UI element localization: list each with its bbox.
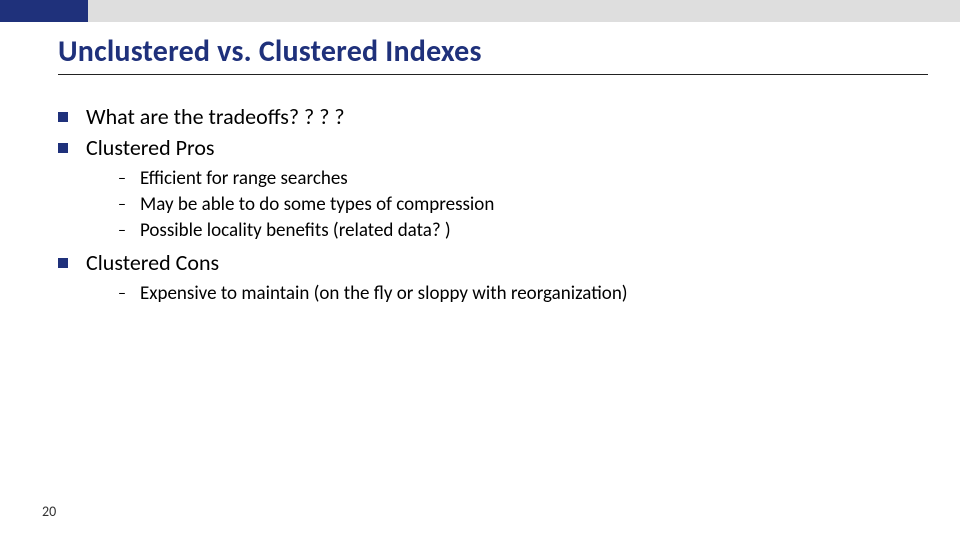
dash-bullet-icon: – <box>118 282 126 306</box>
slide: Unclustered vs. Clustered Indexes What a… <box>0 0 960 540</box>
bullet-list: What are the tradeoffs? ? ? ? Clustered … <box>58 103 902 161</box>
sub-bullet-item: – Possible locality benefits (related da… <box>118 219 902 243</box>
sub-bullet-text: Efficient for range searches <box>140 167 348 191</box>
sub-bullet-text: Expensive to maintain (on the fly or slo… <box>140 282 628 306</box>
sub-bullet-text: May be able to do some types of compress… <box>140 193 494 217</box>
top-bar <box>0 0 960 22</box>
dash-bullet-icon: – <box>118 219 126 243</box>
bullet-text: Clustered Pros <box>86 134 215 161</box>
content-area: What are the tradeoffs? ? ? ? Clustered … <box>58 103 902 312</box>
dash-bullet-icon: – <box>118 167 126 191</box>
bullet-text: Clustered Cons <box>86 249 219 276</box>
slide-title: Unclustered vs. Clustered Indexes <box>58 33 902 70</box>
sub-bullet-list: – Expensive to maintain (on the fly or s… <box>118 282 902 306</box>
bullet-item: Clustered Cons <box>58 249 902 276</box>
sub-bullet-item: – Expensive to maintain (on the fly or s… <box>118 282 902 306</box>
bullet-item: What are the tradeoffs? ? ? ? <box>58 103 902 130</box>
title-container: Unclustered vs. Clustered Indexes <box>58 33 902 70</box>
sub-bullet-text: Possible locality benefits (related data… <box>140 219 451 243</box>
sub-bullet-item: – May be able to do some types of compre… <box>118 193 902 217</box>
sub-bullet-item: – Efficient for range searches <box>118 167 902 191</box>
square-bullet-icon <box>58 258 68 268</box>
bullet-text: What are the tradeoffs? ? ? ? <box>86 103 345 130</box>
square-bullet-icon <box>58 143 68 153</box>
top-bar-accent <box>0 0 88 22</box>
bullet-item: Clustered Pros <box>58 134 902 161</box>
bullet-list: Clustered Cons <box>58 249 902 276</box>
sub-bullet-list: – Efficient for range searches – May be … <box>118 167 902 243</box>
dash-bullet-icon: – <box>118 193 126 217</box>
title-underline <box>58 74 928 75</box>
slide-number: 20 <box>42 503 56 520</box>
square-bullet-icon <box>58 112 68 122</box>
